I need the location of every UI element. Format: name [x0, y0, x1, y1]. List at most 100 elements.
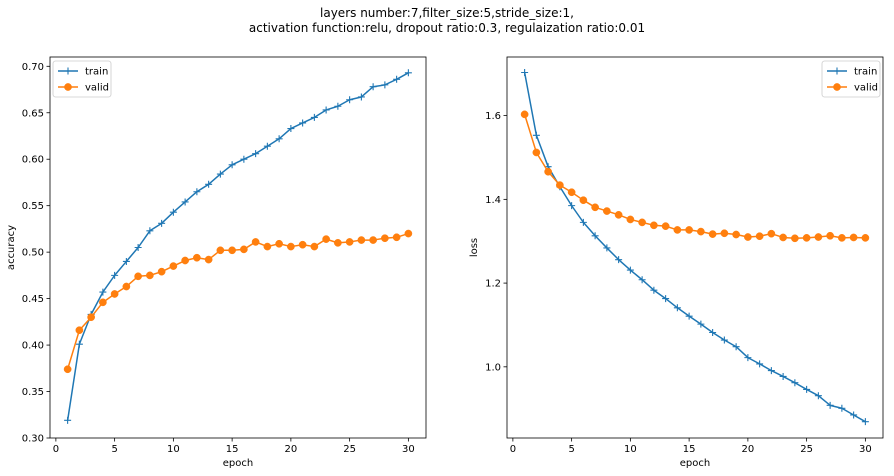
data-point-train: [75, 340, 83, 348]
legend-label-train: train: [854, 67, 877, 78]
series-line-train: [523, 72, 866, 423]
data-point-train: [521, 68, 529, 76]
data-point-valid: [567, 188, 576, 197]
y-tick-label: 0.30: [22, 434, 44, 445]
data-point-valid: [544, 167, 552, 176]
data-point-train: [240, 155, 248, 163]
data-point-train: [287, 125, 295, 133]
legend-marker-valid: [833, 83, 841, 91]
data-point-valid: [193, 253, 201, 262]
y-tick-label: 1.0: [485, 362, 501, 373]
data-point-valid: [75, 326, 84, 335]
x-tick-label: 15: [226, 444, 239, 455]
data-point-train: [193, 188, 201, 196]
data-point-train: [826, 401, 834, 409]
y-axis-label: loss: [469, 238, 480, 257]
data-point-valid: [392, 233, 401, 242]
data-point-train: [838, 404, 846, 412]
data-point-train: [732, 343, 740, 351]
series-train: [521, 68, 869, 426]
data-point-valid: [603, 207, 611, 215]
data-point-valid: [157, 267, 166, 276]
legend: train valid: [821, 60, 881, 98]
data-point-valid: [134, 272, 142, 281]
data-point-valid: [661, 222, 670, 230]
series-train: [64, 69, 412, 424]
data-point-valid: [310, 242, 319, 251]
data-point-train: [532, 131, 540, 139]
x-tick-label: 25: [800, 444, 813, 455]
series-valid: [520, 110, 870, 243]
chart-accuracy: 0 5 10 15 20 25 30 0.30 0.35 0.40 0.45 0.50 0.55 0.60…: [6, 56, 427, 469]
data-point-valid: [357, 236, 366, 244]
data-point-train: [626, 266, 634, 274]
y-tick-label: 0.70: [22, 62, 44, 73]
data-point-valid: [381, 234, 389, 243]
series-line-valid: [66, 232, 409, 370]
data-point-train: [756, 360, 764, 368]
data-point-train: [322, 106, 330, 114]
data-point-train: [205, 180, 213, 188]
data-point-valid: [720, 229, 729, 238]
data-point-train: [111, 271, 119, 279]
data-point-train: [263, 142, 271, 150]
data-point-valid: [638, 218, 646, 227]
data-point-train: [615, 256, 623, 264]
x-tick-label: 30: [859, 444, 872, 455]
y-tick-label: 0.35: [22, 387, 44, 398]
data-point-train: [720, 336, 728, 344]
data-point-valid: [849, 233, 858, 242]
data-point-train: [122, 257, 130, 265]
data-point-valid: [626, 215, 635, 224]
x-tick-label: 5: [111, 444, 117, 455]
y-tick-label: 0.60: [22, 155, 44, 166]
data-point-train: [381, 81, 389, 89]
data-point-valid: [122, 282, 131, 291]
data-point-valid: [556, 181, 564, 189]
data-point-valid: [838, 234, 846, 242]
data-point-valid: [146, 271, 154, 280]
x-axis-label: epoch: [223, 458, 253, 469]
data-point-valid: [322, 235, 330, 243]
data-point-valid: [404, 229, 413, 238]
data-point-train: [334, 102, 342, 110]
data-point-train: [673, 304, 681, 312]
data-point-train: [861, 418, 869, 426]
data-point-train: [767, 367, 775, 375]
y-tick-label: 0.40: [22, 341, 44, 352]
x-tick-label: 0: [53, 444, 59, 455]
data-point-valid: [181, 256, 189, 265]
data-point-valid: [708, 230, 717, 238]
data-point-train: [744, 354, 752, 362]
y-tick-label: 0.55: [22, 201, 44, 212]
y-tick-label: 0.45: [22, 294, 44, 305]
series-valid: [63, 229, 413, 374]
data-point-train: [393, 75, 401, 83]
y-tick-label: 0.65: [22, 108, 44, 119]
data-point-train: [697, 320, 705, 328]
series-line-train: [66, 72, 409, 421]
y-tick-label: 0.50: [22, 248, 44, 259]
legend-label-valid: valid: [85, 83, 109, 94]
data-point-valid: [204, 255, 213, 264]
data-point-valid: [861, 234, 870, 242]
x-tick-label: 25: [343, 444, 356, 455]
data-point-valid: [791, 234, 799, 243]
data-point-valid: [697, 227, 705, 236]
data-point-train: [169, 208, 177, 216]
data-point-train: [591, 232, 599, 240]
data-point-valid: [591, 203, 599, 212]
data-point-train: [310, 113, 318, 121]
x-tick-label: 0: [510, 444, 516, 455]
data-point-train: [99, 288, 107, 296]
data-point-train: [579, 218, 587, 226]
x-tick-label: 10: [167, 444, 180, 455]
data-point-valid: [814, 233, 823, 241]
chart-loss: 0 5 10 15 20 25 30 1.0 1.2 1.4 1.6 epoch loss train va…: [469, 56, 884, 469]
data-point-valid: [216, 246, 225, 255]
data-point-train: [346, 96, 354, 104]
data-point-train: [685, 312, 693, 320]
data-point-train: [228, 161, 236, 169]
data-point-train: [216, 170, 224, 178]
x-tick-label: 15: [683, 444, 696, 455]
